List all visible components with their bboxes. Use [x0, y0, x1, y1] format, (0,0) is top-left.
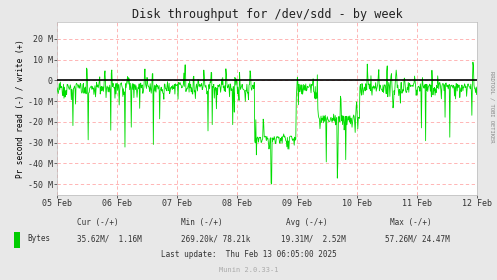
Text: Last update:  Thu Feb 13 06:05:00 2025: Last update: Thu Feb 13 06:05:00 2025 [161, 250, 336, 259]
Text: 269.20k/ 78.21k: 269.20k/ 78.21k [181, 234, 251, 243]
Text: Max (-/+): Max (-/+) [390, 218, 432, 227]
Y-axis label: Pr second read (-) / write (+): Pr second read (-) / write (+) [16, 39, 25, 178]
Text: 57.26M/ 24.47M: 57.26M/ 24.47M [385, 234, 450, 243]
Text: Cur (-/+): Cur (-/+) [77, 218, 119, 227]
Text: Bytes: Bytes [27, 234, 51, 243]
Text: 35.62M/  1.16M: 35.62M/ 1.16M [77, 234, 142, 243]
Text: Min (-/+): Min (-/+) [181, 218, 223, 227]
Text: 19.31M/  2.52M: 19.31M/ 2.52M [281, 234, 345, 243]
Title: Disk throughput for /dev/sdd - by week: Disk throughput for /dev/sdd - by week [132, 8, 403, 21]
Text: Munin 2.0.33-1: Munin 2.0.33-1 [219, 267, 278, 273]
Text: Avg (-/+): Avg (-/+) [286, 218, 328, 227]
Text: RRDTOOL / TOBI OETIKER: RRDTOOL / TOBI OETIKER [490, 71, 495, 142]
